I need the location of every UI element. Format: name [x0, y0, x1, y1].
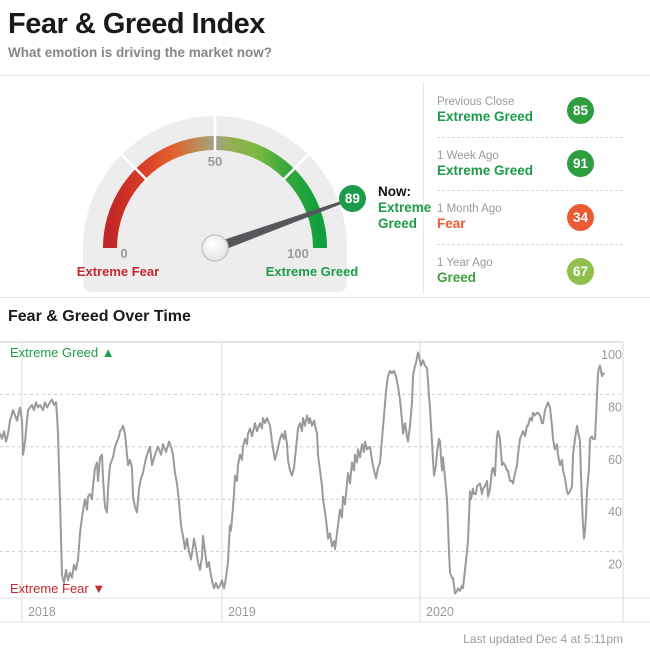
year-label: 2018 — [28, 605, 56, 619]
gauge-separator — [120, 153, 149, 182]
gauge-mid-tick: 50 — [207, 154, 223, 169]
y-tick-label: 100 — [601, 348, 622, 362]
history-status: Extreme Greed — [437, 162, 534, 178]
history-status: Fear — [437, 216, 466, 232]
y-tick-label: 60 — [608, 453, 622, 467]
year-label: 2019 — [228, 605, 256, 619]
gauge-needle — [213, 200, 346, 253]
header-divider — [0, 75, 650, 76]
history-value-badge: 91 — [567, 150, 594, 178]
page-subtitle: What emotion is driving the market now? — [8, 45, 273, 60]
fear-greed-gauge — [83, 115, 347, 292]
y-tick-label: 40 — [608, 505, 622, 519]
gauge-separator — [281, 153, 310, 182]
history-period: 1 Month Ago — [437, 203, 502, 216]
over-time-title: Fear & Greed Over Time — [8, 308, 191, 325]
gauge-min-tick: 0 — [120, 246, 128, 261]
history-panel: Previous Close Extreme Greed 85 1 Week Ago E… — [437, 84, 623, 297]
fear-greed-over-time-chart: 20 40 60 80 100 2018 2019 2020 — [0, 341, 650, 623]
y-tick-label: 80 — [608, 400, 622, 414]
history-row: 1 Year Ago Greed 67 — [437, 243, 623, 298]
extreme-greed-annotation: Extreme Greed ▲ — [10, 345, 115, 360]
index-line — [0, 351, 605, 595]
gauge-separators — [120, 115, 310, 182]
history-period: 1 Year Ago — [437, 257, 493, 270]
history-row-text: 1 Month Ago Fear — [437, 203, 502, 231]
section-divider — [0, 297, 650, 298]
panel-divider — [423, 82, 424, 294]
gauge-value-badge: 89 — [338, 185, 366, 213]
gauge-max-tick: 100 — [287, 246, 309, 261]
extreme-fear-annotation: Extreme Fear ▼ — [10, 581, 106, 596]
history-row: 1 Week Ago Extreme Greed 91 — [437, 136, 623, 191]
gauge-hub — [201, 234, 229, 262]
now-block: Now: Extreme Greed — [378, 184, 448, 232]
now-label: Now: — [378, 184, 411, 199]
history-row: 1 Month Ago Fear 34 — [437, 190, 623, 244]
history-row-text: 1 Year Ago Greed — [437, 257, 493, 285]
history-value-badge: 34 — [567, 203, 594, 231]
history-value-badge: 85 — [567, 96, 594, 124]
history-row-text: Previous Close Extreme Greed — [437, 96, 533, 124]
year-label: 2020 — [426, 605, 454, 619]
history-row: Previous Close Extreme Greed 85 — [437, 84, 623, 137]
history-period: 1 Week Ago — [437, 149, 499, 162]
history-value-badge: 67 — [567, 257, 594, 285]
history-row-text: 1 Week Ago Extreme Greed — [437, 150, 533, 178]
gauge-extreme-fear-label: Extreme Fear — [76, 264, 160, 279]
history-status: Extreme Greed — [437, 109, 534, 125]
page-title: Fear & Greed Index — [8, 8, 265, 40]
y-tick-label: 20 — [608, 558, 622, 572]
last-updated: Last updated Dec 4 at 5:11pm — [463, 632, 623, 646]
history-period: Previous Close — [437, 96, 515, 109]
history-status: Greed — [437, 270, 477, 286]
now-status: Extreme Greed — [378, 199, 432, 231]
gauge-extreme-greed-label: Extreme Greed — [265, 264, 359, 279]
